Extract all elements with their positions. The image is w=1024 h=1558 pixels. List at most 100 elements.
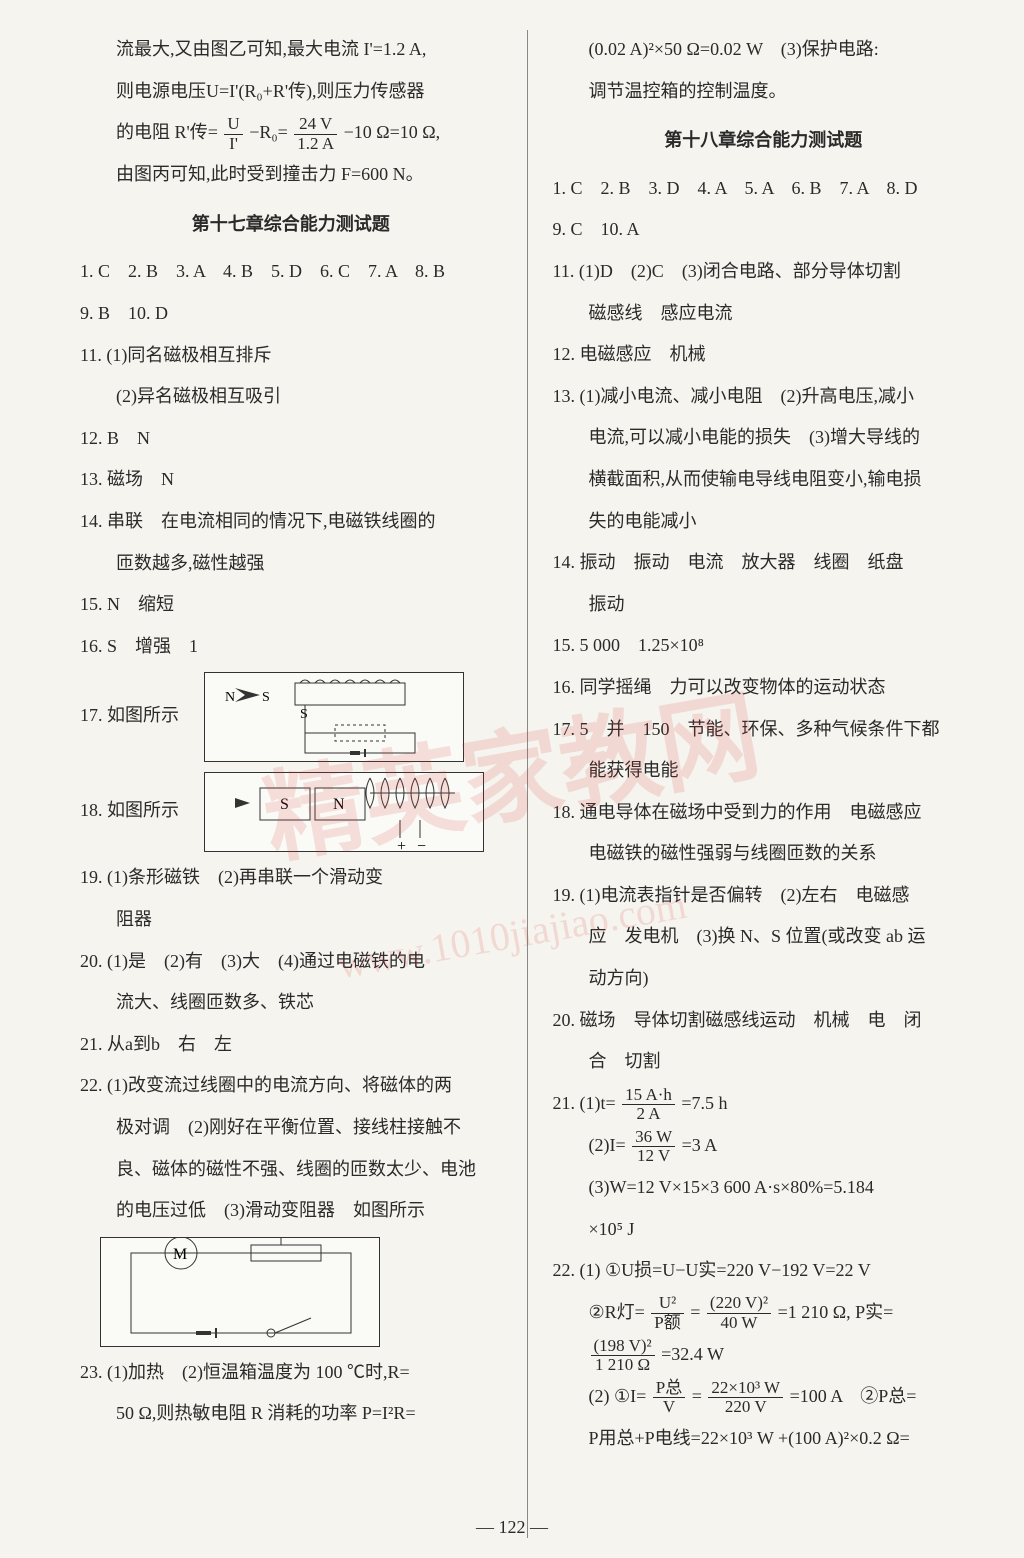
answer-line: 1. C 2. B 3. D 4. A 5. A 6. B 7. A 8. D [553,169,975,209]
answer-line: 合 切割 [553,1042,975,1082]
answer-line: 21. 从a到b 右 左 [80,1025,502,1065]
intro-line: (0.02 A)²×50 Ω=0.02 W (3)保护电路: [553,30,975,70]
text: = [692,1386,702,1406]
text: ②R灯= [589,1302,645,1322]
answer-line: 9. B 10. D [80,294,502,334]
right-column: (0.02 A)²×50 Ω=0.02 W (3)保护电路: 调节温控箱的控制温… [553,30,975,1538]
answer-line: 12. B N [80,419,502,459]
circuit-diagram-18: S N + − [204,772,484,852]
answer-line: 匝数越多,磁性越强 [80,544,502,584]
section-17-title: 第十七章综合能力测试题 [80,205,502,245]
text: (2) ①I= [589,1386,647,1406]
answer-line: ②R灯= U²P额 = (220 V)²40 W =1 210 Ω, P实= [553,1293,975,1333]
page-number: — 122 — [0,1508,1024,1548]
fraction: 22×10³ W220 V [708,1379,783,1417]
answer-line: (3)W=12 V×15×3 600 A·s×80%=5.184 [553,1168,975,1208]
answer-line: 振动 [553,585,975,625]
text: 18. 如图所示 [80,801,179,821]
svg-text:+: + [397,838,406,853]
text: = [690,1302,700,1322]
answer-line: (2) ①I= P总V = 22×10³ W220 V =100 A ②P总= [553,1377,975,1417]
column-divider [527,30,528,1538]
answer-line: 良、磁体的磁性不强、线圈的匝数太少、电池 [80,1150,502,1190]
answer-line: 23. (1)加热 (2)恒温箱温度为 100 ℃时,R= [80,1353,502,1393]
svg-text:−: − [417,838,426,853]
answer-line: 17. 如图所示 N S S [80,668,502,766]
answer-line: (2)I= 36 W12 V =3 A [553,1126,975,1166]
svg-text:S: S [262,690,270,705]
answer-line: ×10⁵ J [553,1210,975,1250]
fraction: (198 V)²1 210 Ω [591,1337,655,1375]
answer-line: (2)异名磁极相互吸引 [80,377,502,417]
text: =3 A [682,1135,718,1155]
svg-text:N: N [225,690,235,705]
answer-line: 横截面积,从而使输电导线电阻变小,输电损 [553,460,975,500]
text: =7.5 h [681,1093,727,1113]
circuit-diagram-22: M [100,1237,380,1347]
answer-line: 9. C 10. A [553,210,975,250]
answer-line: 15. N 缩短 [80,585,502,625]
answer-line: 21. (1)t= 15 A·h2 A =7.5 h [553,1084,975,1124]
answer-line: 13. 磁场 N [80,460,502,500]
answer-line: 11. (1)D (2)C (3)闭合电路、部分导体切割 [553,252,975,292]
diagram-22-wrap: M [80,1233,502,1351]
text: =100 A ②P总= [790,1386,917,1406]
answer-line: P用总+P电线=22×10³ W +(100 A)²×0.2 Ω= [553,1419,975,1459]
answer-line: 流大、线圈匝数多、铁芯 [80,983,502,1023]
page-container: 流最大,又由图乙可知,最大电流 I'=1.2 A, 则电源电压U=I'(R₀+R… [0,0,1024,1558]
answer-line: 15. 5 000 1.25×10⁸ [553,626,975,666]
answer-line: 12. 电磁感应 机械 [553,335,975,375]
answer-line: 18. 如图所示 S N + − [80,768,502,856]
left-column: 流最大,又由图乙可知,最大电流 I'=1.2 A, 则电源电压U=I'(R₀+R… [80,30,502,1538]
intro-line: 的电阻 R'传= UI' −R₀= 24 V1.2 A −10 Ω=10 Ω, [80,113,502,153]
svg-text:S: S [300,707,308,722]
answer-line: 19. (1)电流表指针是否偏转 (2)左右 电磁感 [553,876,975,916]
intro-line: 调节温控箱的控制温度。 [553,72,975,112]
intro-line: 由图丙可知,此时受到撞击力 F=600 N。 [80,155,502,195]
text: (2)I= [589,1135,626,1155]
answer-line: 13. (1)减小电流、减小电阻 (2)升高电压,减小 [553,377,975,417]
answer-line: 16. 同学摇绳 力可以改变物体的运动状态 [553,668,975,708]
answer-line: 50 Ω,则热敏电阻 R 消耗的功率 P=I²R= [80,1394,502,1434]
answer-line: 22. (1)改变流过线圈中的电流方向、将磁体的两 [80,1066,502,1106]
fraction: UI' [224,115,242,153]
answer-line: 11. (1)同名磁极相互排斥 [80,336,502,376]
answer-line: 电磁铁的磁性强弱与线圈匝数的关系 [553,834,975,874]
answer-line: 14. 振动 振动 电流 放大器 线圈 纸盘 [553,543,975,583]
fraction: 15 A·h2 A [622,1086,675,1124]
answer-line: 动方向) [553,959,975,999]
answer-line: 阻器 [80,900,502,940]
answer-line: 电流,可以减小电能的损失 (3)增大导线的 [553,418,975,458]
intro-line: 流最大,又由图乙可知,最大电流 I'=1.2 A, [80,30,502,70]
intro-line: 则电源电压U=I'(R₀+R'传),则压力传感器 [80,72,502,112]
answer-line: 1. C 2. B 3. A 4. B 5. D 6. C 7. A 8. B [80,252,502,292]
text: =1 210 Ω, P实= [778,1302,894,1322]
answer-line: 17. 5 并 150 节能、环保、多种气候条件下都 [553,710,975,750]
answer-line: (198 V)²1 210 Ω =32.4 W [553,1335,975,1375]
answer-line: 22. (1) ①U损=U−U实=220 V−192 V=22 V [553,1251,975,1291]
text: 17. 如图所示 [80,706,179,726]
answer-line: 极对调 (2)刚好在平衡位置、接线柱接触不 [80,1108,502,1148]
text: =32.4 W [661,1344,724,1364]
answer-line: 19. (1)条形磁铁 (2)再串联一个滑动变 [80,858,502,898]
text: −R₀= [249,122,288,142]
text: −10 Ω=10 Ω, [344,122,441,142]
answer-line: 16. S 增强 1 [80,627,502,667]
answer-line: 失的电能减小 [553,502,975,542]
answer-line: 14. 串联 在电流相同的情况下,电磁铁线圈的 [80,502,502,542]
svg-text:S: S [280,796,289,813]
answer-line: 20. 磁场 导体切割磁感线运动 机械 电 闭 [553,1001,975,1041]
answer-line: 的电压过低 (3)滑动变阻器 如图所示 [80,1191,502,1231]
fraction: P总V [653,1379,685,1417]
answer-line: 18. 通电导体在磁场中受到力的作用 电磁感应 [553,793,975,833]
answer-line: 磁感线 感应电流 [553,294,975,334]
svg-text:N: N [333,796,345,813]
text: 的电阻 R'传= [116,122,218,142]
fraction: 36 W12 V [632,1128,675,1166]
answer-line: 应 发电机 (3)换 N、S 位置(或改变 ab 运 [553,917,975,957]
fraction: 24 V1.2 A [294,115,337,153]
answer-line: 20. (1)是 (2)有 (3)大 (4)通过电磁铁的电 [80,942,502,982]
fraction: (220 V)²40 W [707,1294,771,1332]
text: 21. (1)t= [553,1093,616,1113]
section-18-title: 第十八章综合能力测试题 [553,121,975,161]
